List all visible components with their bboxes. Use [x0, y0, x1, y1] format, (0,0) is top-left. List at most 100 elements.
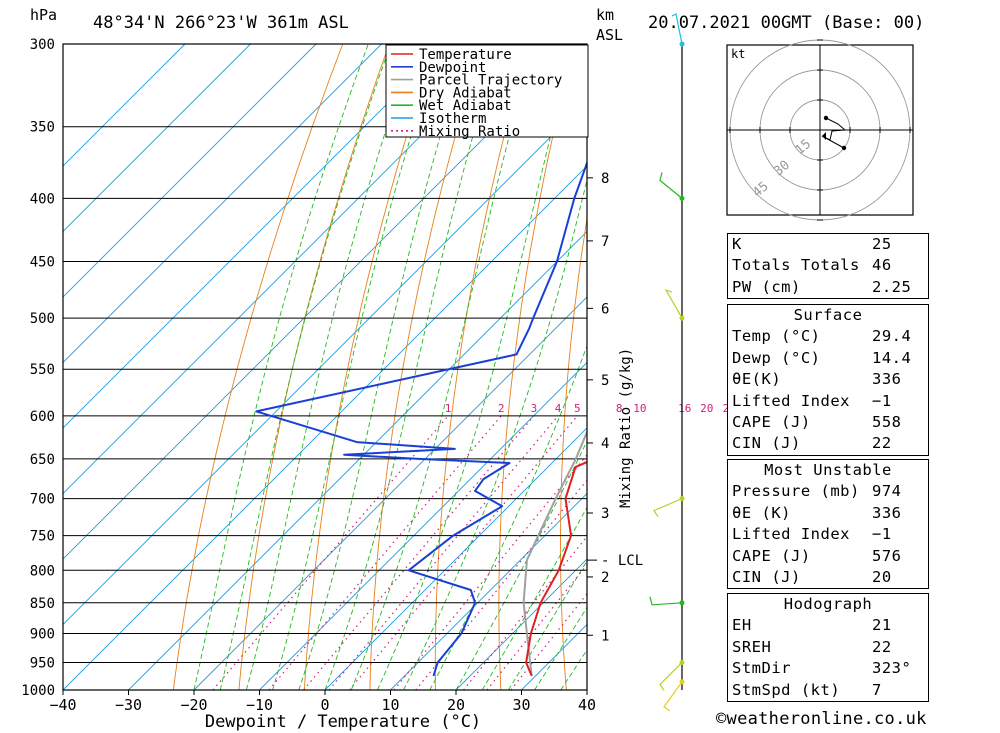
isotherm-line [390, 492, 587, 690]
pressure-tick-label: 400 [30, 191, 55, 207]
mixing-ratio-label: 4 [555, 402, 562, 415]
dry-adiabat-line [678, 44, 714, 690]
header: hPa 48°34'N 266°23'W 361m ASL km ASL 20.… [30, 6, 924, 44]
dewpoint-line [255, 44, 587, 677]
isotherm-line [63, 44, 251, 233]
x-tick-label: −20 [180, 696, 207, 714]
mixing-ratio-line [212, 415, 449, 690]
hodograph-title: Hodograph [783, 595, 873, 613]
mixing-ratio-label: 20 [700, 402, 713, 415]
pressure-tick-label: 750 [30, 529, 55, 545]
pressure-tick-label: 950 [30, 655, 55, 671]
surface-title: Surface [793, 306, 863, 324]
pressure-tick-label: 850 [30, 596, 55, 612]
dry-adiabat-line [943, 44, 1000, 690]
isotherm-line [63, 165, 587, 690]
wet-adiabat-line [350, 44, 535, 690]
legend-label: Dry Adiabat [419, 85, 512, 101]
x-tick-label: 40 [578, 696, 596, 714]
parcel-trajectory-line [522, 429, 587, 677]
legend-label: Wet Adiabat [419, 98, 512, 114]
isotherm-line [63, 44, 186, 167]
x-tick-label: 0 [320, 696, 329, 714]
pressure-tick-label: 450 [30, 255, 55, 271]
height-unit: km [596, 6, 614, 24]
pressure-tick-label: 650 [30, 452, 55, 468]
x-tick-label: 10 [381, 696, 399, 714]
credit-link[interactable]: ©weatheronline.co.uk [716, 709, 927, 729]
legend-box [385, 44, 589, 138]
wind-barb [659, 662, 683, 691]
km-tick-label: 1 [601, 628, 609, 644]
wet-adiabat-line [455, 440, 587, 690]
wind-barb [663, 681, 683, 712]
x-tick-label: −10 [246, 696, 273, 714]
pressure-tick-label: 900 [30, 626, 55, 642]
isotherm-line [63, 44, 513, 495]
hodograph-point [841, 145, 847, 151]
pressure-tick-label: 500 [30, 311, 55, 327]
hodograph-row: StmSpd (kt) 7 [732, 680, 882, 699]
hodograph-point [823, 115, 829, 121]
isotherm-line [63, 44, 317, 298]
km-tick-label: 3 [601, 506, 609, 522]
surface-row: Temp (°C) 29.4 [732, 327, 912, 346]
x-tick-label: −30 [115, 696, 142, 714]
mixing-ratio-label: 1 [445, 402, 452, 415]
legend-label: Parcel Trajectory [419, 73, 562, 89]
wet-adiabat-line [272, 44, 441, 690]
wind-barbs [649, 13, 685, 712]
mixing-ratio-line [486, 563, 587, 690]
most-unstable-row: Lifted Index −1 [732, 525, 892, 544]
wind-barb [664, 289, 683, 319]
dry-adiabat-line [560, 216, 587, 690]
x-axis-label: Dewpoint / Temperature (°C) [205, 712, 481, 732]
wet-adiabat-line [245, 44, 416, 690]
km-tick-label: 2 [601, 570, 609, 586]
isotherm-line [128, 230, 587, 690]
surface-row: θE(K) 336 [732, 370, 902, 389]
isotherm-line [259, 361, 587, 690]
surface-row: Lifted Index −1 [732, 391, 892, 410]
km-tick-label: 7 [601, 234, 609, 250]
axes: 1234581016202530035040045050055060065070… [21, 37, 736, 732]
legend-label: Temperature [419, 47, 512, 63]
mixing-ratio-label: 5 [574, 402, 581, 415]
wet-adiabat-line [403, 178, 587, 690]
km-tick-label: 6 [601, 301, 609, 317]
km-tick-label: 8 [601, 171, 609, 187]
hodograph-row: EH 21 [732, 616, 892, 635]
wind-barb [653, 498, 683, 517]
dry-adiabat-line [992, 44, 1000, 690]
storm-motion-marker [822, 132, 826, 140]
mixing-ratio-label: 3 [531, 402, 538, 415]
most-unstable-row: Pressure (mb) 974 [732, 482, 902, 501]
km-tick-label: 4 [601, 436, 609, 452]
index-row: PW (cm) 2.25 [732, 277, 912, 296]
isotherm-line [63, 44, 448, 429]
pressure-tick-label: 1000 [21, 683, 55, 699]
wet-adiabat-line [193, 44, 369, 690]
surface-row: CIN (J) 22 [732, 434, 892, 453]
surface-table: Surface Temp (°C) 29.4 Dewp (°C) 14.4 θE(K… [727, 304, 929, 456]
mixing-ratio-label: 10 [633, 402, 646, 415]
location-title: 48°34'N 266°23'W 361m ASL [93, 13, 349, 33]
legend-label: Dewpoint [419, 60, 486, 76]
most-unstable-title: Most Unstable [764, 461, 892, 479]
pressure-tick-label: 600 [30, 409, 55, 425]
height-reference: ASL [596, 26, 623, 44]
x-tick-label: −40 [49, 696, 76, 714]
hodograph-unit-label: kt [731, 47, 745, 61]
mixing-ratio-line [393, 453, 587, 690]
legend-label: Isotherm [419, 111, 486, 127]
x-tick-label: 20 [447, 696, 465, 714]
dry-adiabat-line [498, 44, 576, 690]
most-unstable-table: Most Unstable Pressure (mb) 974 θE (K) 336… [727, 459, 929, 590]
datetime-title: 20.07.2021 00GMT (Base: 00) [648, 13, 924, 33]
mixing-ratio-label: 8 [616, 402, 623, 415]
sounding-profiles [255, 44, 587, 677]
pressure-tick-label: 300 [30, 37, 55, 53]
hodograph-row: SREH 22 [732, 637, 892, 656]
